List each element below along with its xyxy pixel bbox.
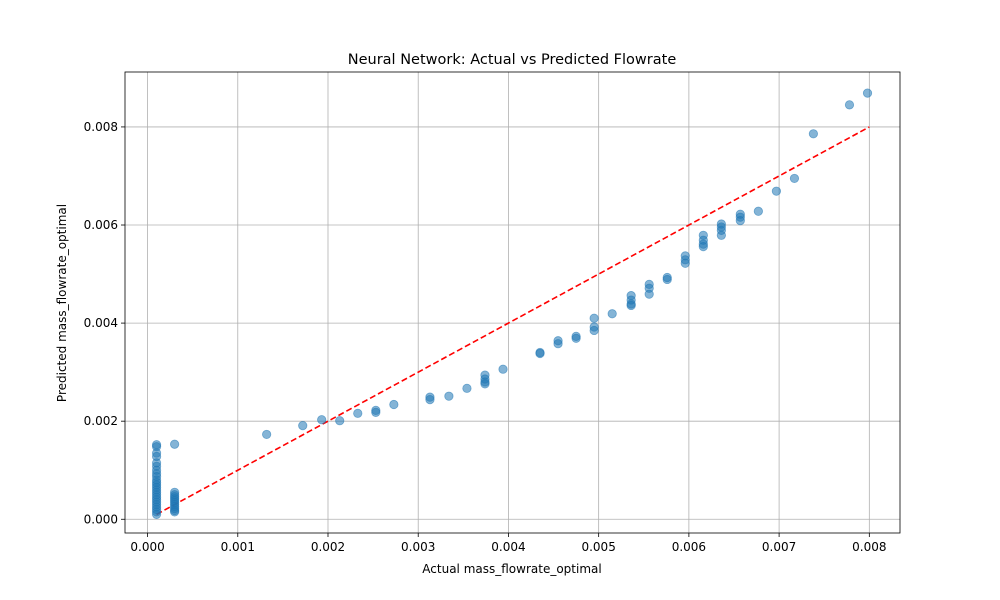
data-point <box>553 339 563 349</box>
data-point <box>480 379 490 389</box>
ideal-reference-line <box>156 126 870 516</box>
data-point <box>589 325 599 336</box>
grid <box>125 72 900 533</box>
data-point <box>170 439 180 449</box>
x-tick-label: 0.002 <box>311 540 345 554</box>
data-point <box>808 129 818 139</box>
data-point <box>862 88 873 98</box>
data-point <box>735 215 745 226</box>
x-axis-ticks: 0.000 0.001 0.002 0.003 0.004 0.005 0.006 0.007… <box>130 533 887 554</box>
y-tick-label: 0.008 <box>84 120 118 134</box>
data-point <box>170 507 180 517</box>
data-point <box>444 391 454 401</box>
data-point <box>389 399 399 410</box>
data-point <box>262 429 272 440</box>
y-axis-label: Predicted mass_flowrate_optimal <box>55 204 69 402</box>
y-tick-label: 0.002 <box>84 414 118 428</box>
data-point <box>462 383 472 393</box>
data-point <box>589 313 599 323</box>
data-point <box>698 241 708 252</box>
data-point <box>151 509 162 519</box>
data-point <box>716 230 726 240</box>
x-tick-label: 0.007 <box>762 540 796 554</box>
plot-frame <box>124 71 901 534</box>
x-tick-label: 0.001 <box>221 540 255 554</box>
data-point <box>498 364 508 374</box>
data-point <box>298 420 308 431</box>
y-tick-label: 0.000 <box>84 512 118 526</box>
data-point <box>535 348 545 359</box>
data-point <box>335 416 345 426</box>
data-point <box>844 100 855 110</box>
x-tick-label: 0.006 <box>672 540 706 554</box>
x-tick-label: 0.004 <box>491 540 525 554</box>
scatter-points <box>151 88 873 519</box>
data-point <box>626 300 636 311</box>
chart-title: Neural Network: Actual vs Predicted Flow… <box>348 52 677 68</box>
x-tick-label: 0.003 <box>401 540 435 554</box>
data-point <box>753 206 763 216</box>
data-point <box>425 395 435 405</box>
x-tick-label: 0.000 <box>130 540 164 554</box>
y-axis-ticks: 0.000 0.002 0.004 0.006 0.008 <box>84 120 125 526</box>
data-point <box>644 289 654 299</box>
data-point <box>371 407 381 417</box>
data-point <box>571 333 581 343</box>
x-tick-label: 0.005 <box>581 540 615 554</box>
data-point <box>353 408 363 418</box>
data-point <box>680 258 690 268</box>
data-point <box>662 274 672 285</box>
y-tick-label: 0.006 <box>84 218 118 232</box>
x-tick-label: 0.008 <box>852 540 886 554</box>
y-tick-label: 0.004 <box>84 316 118 330</box>
reference-line-layer <box>156 126 870 516</box>
data-point <box>771 186 781 196</box>
data-point <box>317 415 327 425</box>
data-point <box>607 309 617 319</box>
x-axis-label: Actual mass_flowrate_optimal <box>422 562 601 576</box>
data-point <box>789 173 800 184</box>
